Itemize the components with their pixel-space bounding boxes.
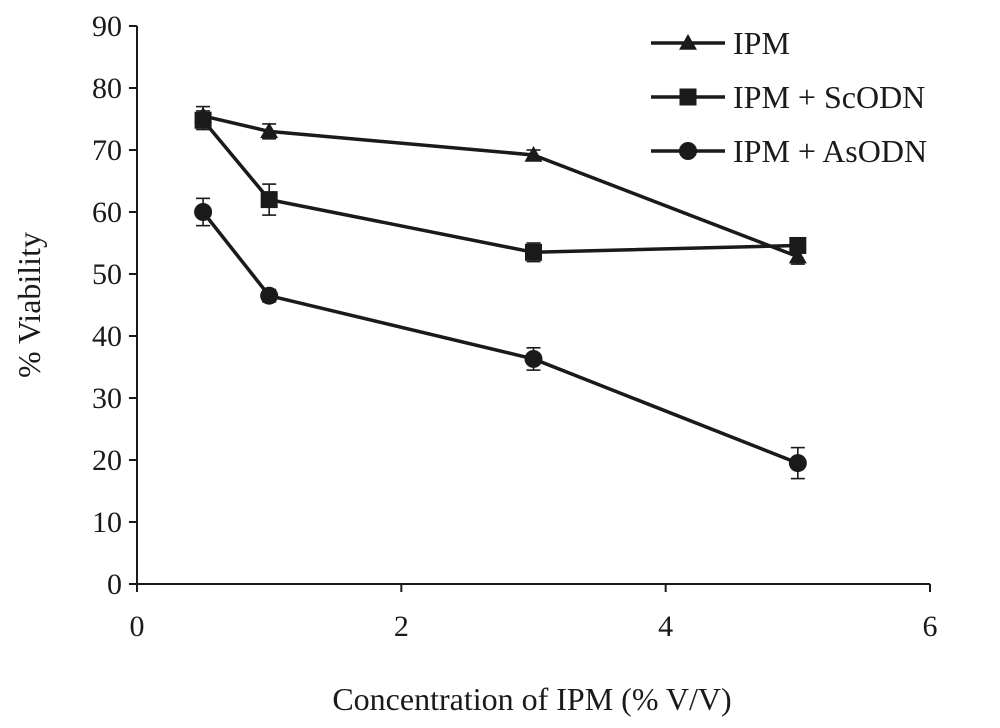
data-point-circle [788, 454, 807, 473]
y-tick-label: 50 [92, 258, 122, 291]
ticks: 0 10 20 30 40 50 60 70 80 90 0 2 4 6 [92, 10, 938, 643]
legend-item-ipm: IPM [651, 25, 790, 61]
y-tick-label: 90 [92, 10, 122, 43]
y-tick-label: 30 [92, 382, 122, 415]
y-tick-label: 20 [92, 444, 122, 477]
legend-marker-square [679, 88, 697, 106]
series-line [201, 119, 798, 255]
data-point-square [789, 236, 807, 254]
data-point-triangle [524, 145, 543, 162]
legend: IPM IPM + ScODN IPM + AsODN [651, 25, 927, 169]
data-point-square [260, 191, 278, 209]
y-tick-label: 60 [92, 196, 122, 229]
legend-label: IPM + AsODN [733, 133, 927, 169]
x-axis-title: Concentration of IPM (% V/V) [332, 681, 731, 717]
y-tick-label: 40 [92, 320, 122, 353]
legend-label: IPM + ScODN [733, 79, 925, 115]
series-ipm-asodn [194, 197, 807, 480]
data-point-triangle [788, 247, 807, 264]
x-tick-label: 6 [923, 610, 938, 643]
y-axis-title: % Viability [11, 232, 47, 378]
x-tick-label: 2 [394, 610, 409, 643]
axes [136, 26, 930, 585]
legend-label: IPM [733, 25, 790, 61]
data-point-circle [260, 286, 279, 305]
data-point-circle [194, 203, 213, 221]
series-line [201, 210, 799, 465]
x-tick-label: 0 [130, 610, 145, 643]
series-ipm [194, 105, 807, 265]
data-point-triangle [260, 122, 279, 139]
data-point-square [525, 243, 542, 261]
data-point-square [194, 111, 212, 129]
legend-item-ipm-scodn: IPM + ScODN [651, 79, 925, 115]
x-tick-label: 4 [658, 610, 673, 643]
y-tick-label: 70 [92, 134, 122, 167]
series-ipm-scodn [194, 110, 807, 263]
series-line [202, 114, 799, 259]
y-tick-label: 80 [92, 72, 122, 105]
legend-marker-circle [679, 142, 697, 160]
y-tick-label: 10 [92, 506, 122, 539]
legend-marker-triangle [679, 34, 697, 50]
y-tick-label: 0 [107, 568, 122, 601]
legend-item-ipm-asodn: IPM + AsODN [651, 133, 927, 169]
series-layer [194, 105, 807, 480]
data-point-circle [524, 349, 543, 368]
